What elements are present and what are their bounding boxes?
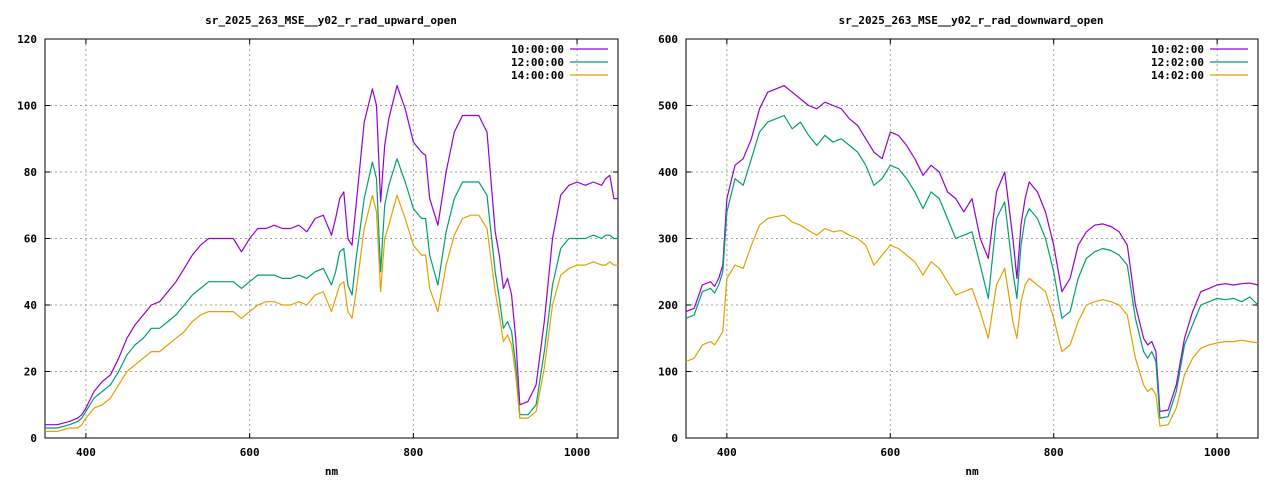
legend-label: 14:00:00	[511, 69, 564, 82]
y-tick-label: 200	[658, 299, 678, 312]
y-tick-label: 100	[658, 366, 678, 379]
chart-title: sr_2025_263_MSE__y02_r_rad_downward_open	[839, 14, 1104, 27]
y-tick-label: 20	[24, 366, 37, 379]
y-tick-label: 80	[24, 166, 37, 179]
series-line-10-02-00	[685, 84, 1259, 412]
legend-label: 10:00:00	[511, 43, 564, 56]
chart-title: sr_2025_263_MSE__y02_r_rad_upward_open	[205, 14, 457, 27]
y-tick-label: 120	[17, 33, 37, 46]
legend-label: 12:00:00	[511, 56, 564, 69]
legend-label: 12:02:00	[1151, 56, 1204, 69]
y-tick-label: 600	[658, 33, 678, 46]
plot-frame	[685, 38, 1259, 439]
x-tick-label: 400	[76, 446, 96, 459]
y-tick-label: 0	[671, 432, 678, 445]
series-line-10-00-00	[45, 84, 618, 426]
legend-label: 10:02:00	[1151, 43, 1204, 56]
y-tick-label: 300	[658, 233, 678, 246]
series-line-12-02-00	[685, 114, 1259, 419]
downward-radiance-chart: sr_2025_263_MSE__y02_r_rad_downward_open…	[658, 14, 1259, 478]
x-tick-label: 600	[240, 446, 260, 459]
x-tick-label: 600	[880, 446, 900, 459]
upward-radiance-chart: sr_2025_263_MSE__y02_r_rad_upward_open 0 2…	[17, 14, 619, 478]
series-line-12-00-00	[45, 158, 618, 429]
y-tick-label: 500	[658, 100, 678, 113]
x-tick-label: 400	[717, 446, 737, 459]
y-tick-label: 0	[30, 432, 37, 445]
y-tick-label: 400	[658, 166, 678, 179]
x-tick-label: 1000	[564, 446, 591, 459]
legend-label: 14:02:00	[1151, 69, 1204, 82]
y-tick-label: 60	[24, 233, 37, 246]
x-tick-label: 800	[403, 446, 423, 459]
x-tick-label: 1000	[1204, 446, 1231, 459]
series-line-14-02-00	[685, 214, 1259, 427]
x-tick-label: 800	[1044, 446, 1064, 459]
series-line-14-00-00	[45, 194, 618, 432]
x-axis-label: nm	[965, 465, 979, 478]
y-tick-label: 40	[24, 299, 37, 312]
y-tick-label: 100	[17, 100, 37, 113]
x-axis-label: nm	[325, 465, 339, 478]
